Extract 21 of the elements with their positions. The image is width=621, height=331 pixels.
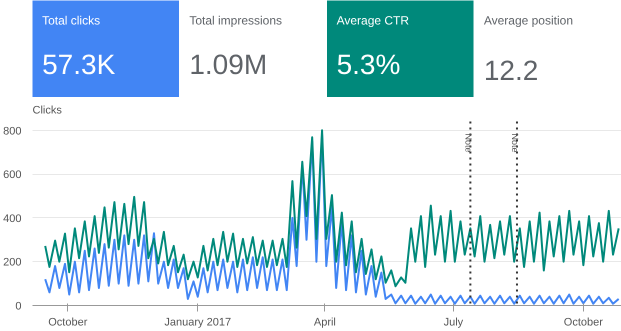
y-tick-label: 600 — [3, 169, 22, 182]
x-tick-label: January 2017 — [164, 316, 232, 328]
text: 12.2 — [484, 55, 538, 86]
text: 5.3% — [336, 49, 400, 80]
text: Total clicks — [42, 14, 100, 28]
y-tick-label: 0 — [15, 300, 22, 312]
text: 1.09M — [189, 49, 268, 80]
x-tick-label: July — [444, 316, 464, 328]
y-tick-label: 400 — [3, 212, 22, 225]
ref-line-label: Note — [510, 134, 520, 153]
y-tick-label: 800 — [3, 125, 22, 138]
text: Average CTR — [336, 14, 410, 28]
y-tick-label: 200 — [3, 256, 22, 269]
x-tick-label: October — [48, 316, 88, 328]
text: Average position — [484, 14, 574, 28]
ref-line-label: Note — [463, 134, 474, 153]
y-axis-title: Clicks — [32, 104, 62, 116]
x-tick-label: April — [314, 316, 336, 328]
x-tick-label: October — [564, 316, 604, 328]
text: 57.3K — [42, 49, 116, 80]
text: Total impressions — [189, 14, 282, 28]
